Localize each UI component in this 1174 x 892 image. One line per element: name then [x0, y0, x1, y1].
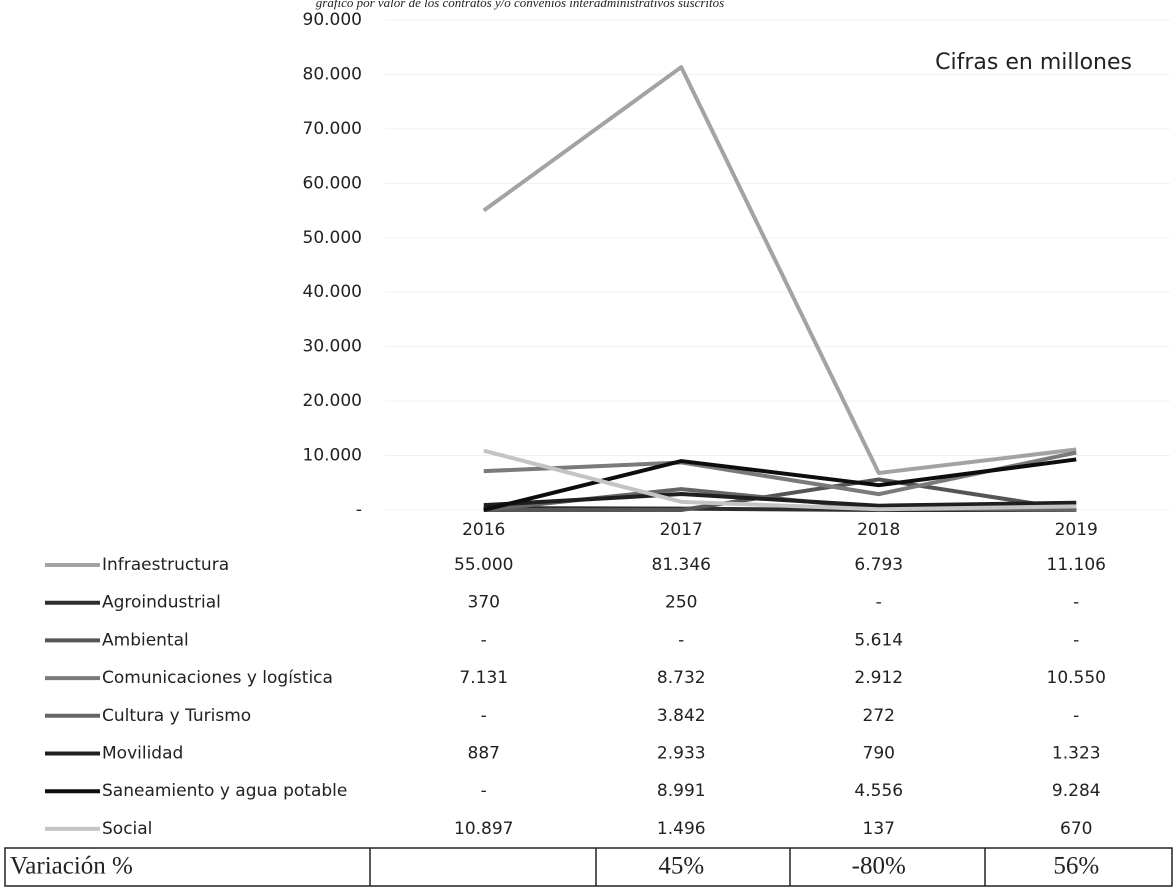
y-tick-label: 70.000 [303, 119, 362, 139]
legend-label: Agroindustrial [102, 593, 221, 613]
variation-box [4, 847, 1173, 887]
data-label: 1.323 [1052, 744, 1101, 764]
data-label: 670 [1060, 819, 1092, 839]
legend-label: Saneamiento y agua potable [102, 781, 347, 801]
data-label: - [481, 781, 487, 801]
data-label: 6.793 [854, 555, 903, 575]
y-tick-label: 90.000 [303, 10, 362, 30]
data-label: - [1073, 630, 1079, 650]
x-tick-label: 2018 [857, 520, 900, 540]
y-tick-label: - [356, 500, 362, 520]
data-label: - [481, 706, 487, 726]
series-line [483, 492, 1077, 508]
data-label: 370 [468, 593, 500, 613]
data-label: 250 [665, 593, 697, 613]
y-tick-label: 60.000 [303, 173, 362, 193]
data-label: 3.842 [657, 706, 706, 726]
data-label: 5.614 [854, 630, 903, 650]
legend-label: Comunicaciones y logística [102, 668, 333, 688]
data-label: 4.556 [854, 781, 903, 801]
data-label: 10.897 [454, 819, 513, 839]
legend-label: Infraestructura [102, 555, 229, 575]
y-tick-label: 50.000 [303, 228, 362, 248]
variation-value: -80% [852, 853, 906, 880]
legend-label: Social [102, 819, 152, 839]
annotation: Cifras en millones [935, 50, 1132, 75]
data-label: 272 [863, 706, 895, 726]
data-label: - [1073, 593, 1079, 613]
data-label: 1.496 [657, 819, 706, 839]
chart-subtitle: gráfico por valor de los contratos y/o c… [316, 0, 724, 10]
data-label: 9.284 [1052, 781, 1101, 801]
series-line [483, 448, 1077, 512]
series-line [483, 477, 1077, 512]
variation-label: Variación % [10, 853, 133, 880]
legend-label: Ambiental [102, 630, 189, 650]
x-tick-label: 2016 [462, 520, 505, 540]
x-tick-label: 2017 [660, 520, 703, 540]
series-line [483, 457, 1077, 512]
x-tick-label: 2019 [1055, 520, 1098, 540]
series-line [482, 65, 1077, 476]
y-tick-label: 40.000 [303, 282, 362, 302]
legend-label: Cultura y Turismo [102, 706, 251, 726]
data-label: - [678, 630, 684, 650]
y-tick-label: 80.000 [303, 64, 362, 84]
y-tick-label: 20.000 [303, 391, 362, 411]
data-label: 81.346 [652, 555, 711, 575]
data-label: - [876, 593, 882, 613]
legend-label: Movilidad [102, 744, 183, 764]
data-label: 55.000 [454, 555, 513, 575]
data-label: 790 [863, 744, 895, 764]
data-label: 137 [863, 819, 895, 839]
data-label: 10.550 [1047, 668, 1106, 688]
data-label: 11.106 [1047, 555, 1106, 575]
data-label: - [481, 630, 487, 650]
y-tick-label: 10.000 [303, 446, 362, 466]
data-label: 2.933 [657, 744, 706, 764]
data-label: - [1073, 706, 1079, 726]
data-label: 887 [468, 744, 500, 764]
data-label: 8.991 [657, 781, 706, 801]
y-tick-label: 30.000 [303, 337, 362, 357]
data-label: 8.732 [657, 668, 706, 688]
variation-value: 56% [1053, 853, 1099, 880]
data-label: 7.131 [459, 668, 508, 688]
variation-value: 45% [658, 853, 704, 880]
data-label: 2.912 [854, 668, 903, 688]
